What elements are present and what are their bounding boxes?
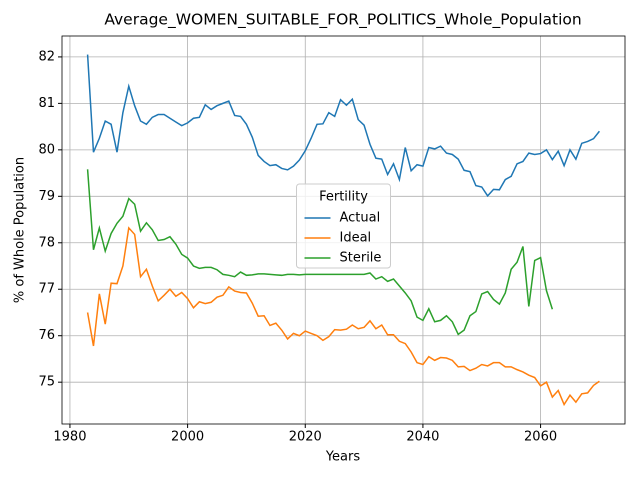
y-axis-label: % of Whole Population (13, 157, 28, 303)
chart-title: Average_WOMEN_SUITABLE_FOR_POLITICS_Whol… (104, 11, 581, 30)
legend-label: Actual (340, 211, 381, 226)
series-line (86, 169, 554, 336)
y-tick-label: 82 (38, 49, 55, 64)
legend-title: Fertility (319, 190, 368, 205)
y-tick-label: 79 (38, 189, 55, 204)
x-tick-label: 2020 (289, 430, 322, 445)
legend-box (296, 183, 391, 269)
y-tick-label: 81 (38, 96, 55, 111)
series-line (86, 226, 600, 407)
x-tick-label: 1980 (53, 430, 86, 445)
legend-label: Sterile (340, 251, 382, 266)
y-tick-label: 77 (38, 282, 55, 297)
x-axis-label: Years (325, 450, 361, 465)
x-tick-label: 2040 (406, 430, 439, 445)
x-tick-label: 2000 (171, 430, 204, 445)
x-tick-label: 2060 (524, 430, 557, 445)
y-tick-label: 78 (38, 235, 55, 250)
y-tick-label: 80 (38, 142, 55, 157)
axes-frame (61, 35, 626, 425)
y-tick-label: 76 (38, 328, 55, 343)
series-line (86, 54, 600, 198)
y-tick-label: 75 (38, 375, 55, 390)
legend-label: Ideal (340, 231, 372, 246)
